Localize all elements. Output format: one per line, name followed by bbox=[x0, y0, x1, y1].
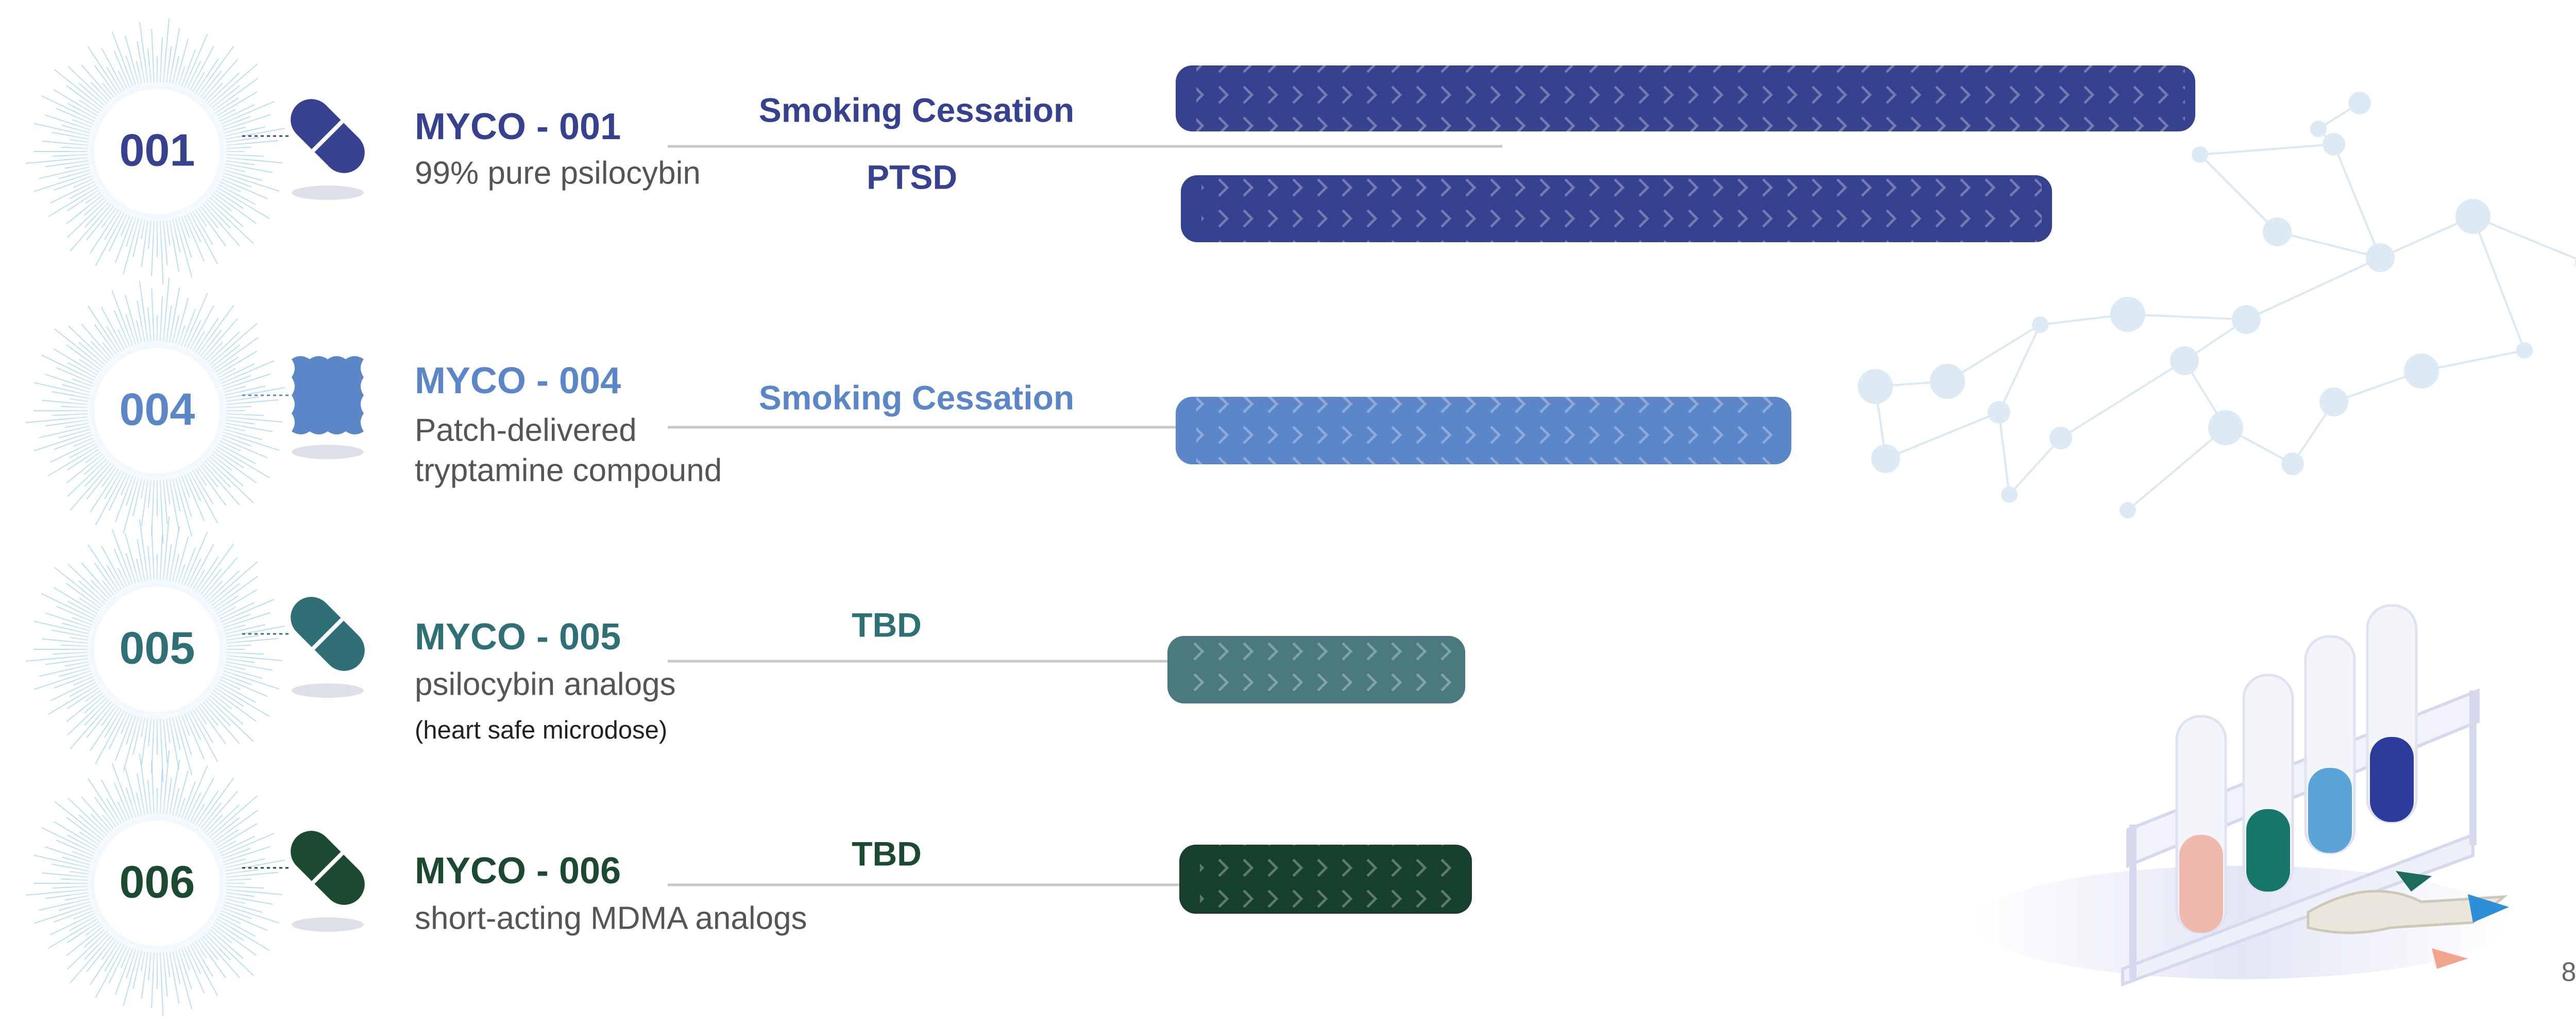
test-tube-illustration bbox=[1973, 606, 2509, 984]
molecule-bond bbox=[2128, 428, 2226, 510]
pipeline-row: 005 MYCO - 005 psilocybin analogs (heart sa… bbox=[26, 516, 1465, 782]
progress-chevrons bbox=[1200, 845, 1462, 914]
molecule-bond bbox=[2200, 144, 2334, 155]
molecule-atom bbox=[2208, 410, 2243, 445]
pipeline-row: 001 MYCO - 001 99% pure psilocybin Smoking … bbox=[26, 19, 2195, 284]
drug-description: (heart safe microdose) bbox=[415, 716, 667, 744]
indication: TBD bbox=[852, 834, 922, 872]
molecule-atom bbox=[2323, 133, 2345, 156]
slide: 8 001 MYCO - 001 99% pure psilocybin Smokin… bbox=[0, 0, 2576, 1024]
indication: Smoking Cessation bbox=[759, 378, 1074, 416]
icon-shadow bbox=[292, 917, 364, 932]
drug-name: MYCO - 001 bbox=[415, 106, 621, 147]
molecule-atom bbox=[2310, 121, 2327, 137]
icon-shadow bbox=[292, 683, 364, 698]
molecule-atom bbox=[2192, 146, 2208, 163]
item-number: 001 bbox=[120, 124, 195, 175]
molecule-bond bbox=[2009, 438, 2061, 495]
molecule-atom bbox=[2404, 354, 2439, 389]
molecule-atom bbox=[2455, 199, 2490, 234]
indication: TBD bbox=[852, 606, 922, 644]
molecule-atom bbox=[2348, 92, 2371, 114]
molecule-atom bbox=[2120, 502, 2136, 518]
item-number: 005 bbox=[120, 622, 195, 673]
molecule-bond bbox=[2061, 361, 2184, 438]
item-number: 004 bbox=[120, 383, 195, 434]
molecule-bond bbox=[2200, 155, 2277, 232]
molecule-atom bbox=[2001, 486, 2018, 503]
drug-name: MYCO - 004 bbox=[415, 360, 621, 401]
pipeline-row: 004 MYCO - 004 Patch-delivered tryptamine c… bbox=[26, 278, 1791, 544]
molecule-bond bbox=[1886, 412, 1999, 459]
molecule-bond bbox=[1999, 412, 2009, 495]
drug-description: Patch-delivered bbox=[415, 412, 637, 448]
molecule-atom bbox=[1871, 444, 1900, 473]
molecule-atom bbox=[2049, 427, 2072, 449]
molecule-atom bbox=[2263, 217, 2292, 246]
molecule-bond bbox=[2334, 144, 2380, 258]
molecule-bond bbox=[2128, 314, 2246, 320]
molecule-decoration bbox=[1858, 92, 2576, 518]
molecule-atom bbox=[2232, 305, 2261, 334]
molecule-atom bbox=[1858, 369, 1893, 404]
progress-chevrons bbox=[1196, 65, 2185, 131]
molecule-atom bbox=[2366, 243, 2395, 272]
molecule-atom bbox=[2110, 297, 2145, 332]
icon-shadow bbox=[292, 445, 364, 459]
page: {"items": [ {"number": "001", "name": "M… bbox=[0, 0, 2576, 1024]
pipeline-row: 006 MYCO - 006 short-acting MDMA analogs TB… bbox=[26, 750, 1472, 1016]
indication: PTSD bbox=[867, 158, 957, 196]
drug-description: 99% pure psilocybin bbox=[415, 155, 701, 191]
drug-name: MYCO - 005 bbox=[415, 616, 621, 658]
progress-chevrons bbox=[1201, 175, 2042, 242]
item-number: 006 bbox=[120, 856, 195, 907]
molecule-atom bbox=[2032, 316, 2048, 333]
drug-description: psilocybin analogs bbox=[415, 666, 676, 702]
molecule-bond bbox=[2277, 232, 2380, 258]
progress-chevrons bbox=[1188, 636, 1455, 703]
molecule-atom bbox=[2170, 346, 2199, 375]
molecule-atom bbox=[2516, 342, 2533, 359]
molecule-bond bbox=[2473, 216, 2524, 350]
icon-shadow bbox=[292, 186, 364, 200]
patch-icon bbox=[292, 356, 364, 434]
molecule-atom bbox=[1988, 401, 2010, 424]
page-number: 8 bbox=[2562, 958, 2576, 987]
drug-name: MYCO - 006 bbox=[415, 850, 621, 892]
molecule-atom bbox=[2319, 388, 2348, 416]
drug-description: tryptamine compound bbox=[415, 452, 722, 488]
drug-description: short-acting MDMA analogs bbox=[415, 900, 807, 936]
progress-chevrons bbox=[1196, 397, 1781, 464]
indication: Smoking Cessation bbox=[759, 91, 1074, 129]
molecule-bond bbox=[2246, 258, 2380, 320]
molecule-atom bbox=[1930, 364, 1965, 399]
molecule-atom bbox=[2281, 452, 2304, 475]
